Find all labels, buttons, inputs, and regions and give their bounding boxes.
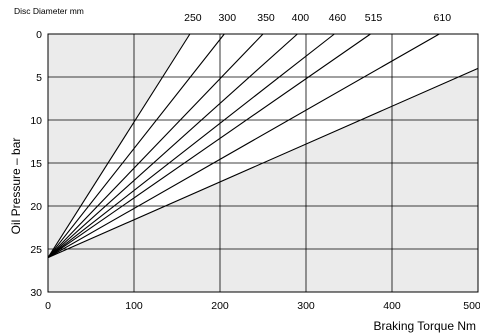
series-line-400: [47, 33, 298, 259]
x-tick-label: 300: [297, 300, 315, 312]
series-line-unlabeled: [47, 67, 479, 259]
series-line-460: [47, 33, 335, 259]
series-line-350: [47, 33, 264, 258]
x-tick-label: 500: [463, 300, 480, 312]
x-tick-label: 400: [383, 300, 401, 312]
top-axis-title: Disc Diameter mm: [14, 6, 84, 16]
gridlines: [48, 34, 478, 292]
x-axis-title: Braking Torque Nm: [374, 319, 477, 333]
disc-diameter-labels: 250 300 350 400 460 515 610: [184, 12, 451, 24]
disc-diameter-label: 460: [329, 12, 347, 24]
series-line-250: [47, 33, 191, 258]
y-tick-label: 10: [30, 115, 42, 127]
disc-diameter-label: 300: [219, 12, 237, 24]
series-lines: [47, 33, 479, 259]
y-tick-label: 25: [30, 244, 42, 256]
series-line-300: [47, 33, 225, 258]
series-line-515: [47, 33, 371, 259]
disc-diameter-label: 610: [434, 12, 452, 24]
series-line-610: [47, 33, 440, 259]
y-tick-label: 0: [36, 29, 42, 41]
disc-diameter-label: 515: [365, 12, 383, 24]
x-tick-label: 200: [211, 300, 229, 312]
y-tick-labels: 0 5 10 15 20 25 30: [30, 29, 42, 299]
y-tick-label: 30: [30, 287, 42, 299]
y-axis-title: Oil Pressure – bar: [9, 138, 23, 235]
disc-diameter-label: 250: [184, 12, 202, 24]
disc-diameter-label: 350: [257, 12, 275, 24]
x-tick-label: 0: [45, 300, 51, 312]
plot-area: [47, 33, 479, 293]
y-tick-label: 5: [36, 72, 42, 84]
disc-diameter-label: 400: [292, 12, 310, 24]
y-tick-label: 20: [30, 201, 42, 213]
x-tick-labels: 0 100 200 300 400 500: [45, 300, 480, 312]
line-fan-area: [48, 34, 478, 258]
y-tick-label: 15: [30, 158, 42, 170]
plot-frame: [47, 33, 479, 293]
x-tick-label: 100: [125, 300, 143, 312]
